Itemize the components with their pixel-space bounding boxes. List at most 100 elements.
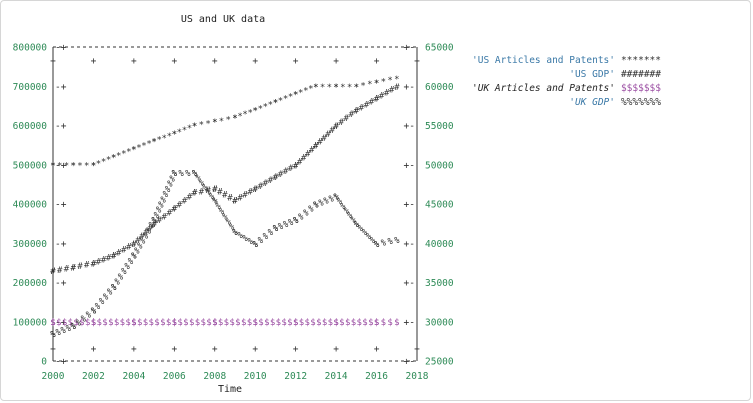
series-4-trail-glyph: % xyxy=(323,197,329,207)
left-tick-mark: -+ xyxy=(55,239,67,250)
series-1-point: * xyxy=(333,83,338,93)
series-4-trail-glyph: % xyxy=(124,262,130,272)
series-2-point: # xyxy=(253,185,259,195)
legend-label-3: 'UK Articles and Patents' xyxy=(472,83,615,94)
series-2-trail-glyph: # xyxy=(77,262,83,272)
series-4-trail-glyph: % xyxy=(212,197,218,207)
series-4-trail-glyph: % xyxy=(91,306,97,316)
series-2-trail-glyph: # xyxy=(50,267,56,277)
series-2-point: # xyxy=(50,267,56,277)
series-3-trail-glyph: $ xyxy=(235,318,240,328)
series-1-trail-glyph: * xyxy=(50,161,55,171)
series-4-trail-glyph: % xyxy=(163,190,169,200)
series-2-trail-glyph: # xyxy=(172,204,178,214)
series-3-trail-glyph: $ xyxy=(241,318,246,328)
series-4-trail-glyph: % xyxy=(358,224,364,234)
series-2-trail-glyph: # xyxy=(227,194,233,204)
series-3-point: $ xyxy=(91,318,96,328)
x-axis-label: Time xyxy=(218,384,242,395)
x-axis-ticks: 2000 + +2002 + +2004 + +2006 + +2008 + +2010 + +2012… xyxy=(42,56,429,382)
series-3-trail-glyph: $ xyxy=(195,318,200,328)
left-axis-ticks: 0 -+ 100000 -+ 200000 -+ 300000 -+ 400000 -+ 50000… xyxy=(13,43,67,368)
series-4-trail-glyph: % xyxy=(258,236,264,246)
series-1-trail-glyph: * xyxy=(293,91,298,101)
series-2-point: # xyxy=(192,189,198,199)
series-4-trail-glyph: % xyxy=(303,208,309,218)
series-2-trail-glyph: # xyxy=(57,266,63,276)
series-4-trail-glyph: % xyxy=(253,240,259,250)
series-2-trail-glyph: # xyxy=(205,186,211,196)
series-3-trail-glyph: $ xyxy=(143,318,148,328)
right-tick-label: 30000 xyxy=(425,317,454,328)
series-1-trail-glyph: * xyxy=(77,161,82,171)
left-tick-label: 200000 xyxy=(13,278,48,289)
series-4-trail-glyph: % xyxy=(362,228,368,238)
series-2-trail-glyph: # xyxy=(263,179,269,189)
series-3-trail-glyph: $ xyxy=(293,318,298,328)
chart-title: US and UK data xyxy=(181,14,265,25)
right-tick-label: 40000 xyxy=(425,239,454,250)
legend-marker-3: $$$$$$$ xyxy=(621,83,661,94)
series-2-trail-glyph: # xyxy=(91,259,97,269)
series-1-trail-glyph: * xyxy=(347,83,352,93)
series-4-trail-glyph: % xyxy=(151,216,157,226)
left-tick-label: 300000 xyxy=(13,239,48,250)
series-3-trail-glyph: $ xyxy=(258,318,263,328)
series-4-trail-glyph: % xyxy=(313,201,319,211)
series-4-trail-glyph: % xyxy=(308,204,314,214)
series-1-trail-glyph: * xyxy=(313,83,318,93)
series-2-trail-glyph: # xyxy=(156,216,162,226)
series-3-trail-glyph: $ xyxy=(166,318,171,328)
series-1-trail-glyph: * xyxy=(226,115,231,125)
series-2-trail-glyph: # xyxy=(325,130,331,140)
series-4-trail-glyph: % xyxy=(232,228,238,238)
x-tick-mark-bottom: + xyxy=(131,344,137,355)
series-4-trail-glyph: % xyxy=(229,223,235,233)
series-3-trail-glyph: $ xyxy=(50,318,55,328)
right-tick-mark: +- xyxy=(404,317,415,328)
series-3-trail-glyph: $ xyxy=(316,318,321,328)
series-2-point: # xyxy=(273,173,279,183)
series-3-trail-glyph: $ xyxy=(102,318,107,328)
x-tick-mark-top: + xyxy=(333,56,339,67)
series-3-trail-glyph: $ xyxy=(114,318,119,328)
series-4-trail-glyph: % xyxy=(103,292,109,302)
series-1-point: * xyxy=(192,122,197,132)
right-tick-label: 50000 xyxy=(425,160,454,171)
series-3-trail-glyph: $ xyxy=(177,318,182,328)
series-1-trail-glyph: * xyxy=(298,89,303,99)
series-4-trail-glyph: % xyxy=(209,192,215,202)
series-3-trail-glyph: $ xyxy=(160,318,165,328)
series-2-trail-glyph: # xyxy=(222,191,228,201)
series-4-trail-glyph: % xyxy=(55,328,61,338)
series-2-trail-glyph: # xyxy=(313,142,319,152)
series-2-trail-glyph: # xyxy=(359,103,365,113)
right-tick-mark: +- xyxy=(404,239,415,250)
right-tick-mark: +- xyxy=(404,278,415,289)
x-tick-mark-bottom: + xyxy=(414,344,420,355)
legend-marker-2: ####### xyxy=(621,69,661,80)
series-2-trail-glyph: # xyxy=(384,89,390,99)
series-4-trail-glyph: % xyxy=(167,180,173,190)
right-tick-mark: +- xyxy=(404,43,415,54)
series-4-trail-glyph: % xyxy=(185,169,191,179)
series-3-point: $ xyxy=(131,318,136,328)
series-4-trail-glyph: % xyxy=(160,195,166,205)
series-1-trail-glyph: * xyxy=(111,153,116,163)
left-tick-mark: -+ xyxy=(55,160,67,171)
series-4-trail-glyph: % xyxy=(387,237,393,247)
series-2-point: # xyxy=(131,240,137,250)
x-tick-mark-bottom: + xyxy=(50,344,56,355)
series-1-point: * xyxy=(394,75,399,85)
series-4-trail-glyph: % xyxy=(76,318,82,328)
series-2-point: # xyxy=(374,95,380,105)
legend-marker-4: %%%%%%% xyxy=(621,97,661,108)
series-2-trail-glyph: # xyxy=(64,265,70,275)
series-4-trail-glyph: % xyxy=(71,322,77,332)
series-3-trail-glyph: $ xyxy=(351,318,356,328)
series-3-trail-glyph: $ xyxy=(368,318,373,328)
series-4-trail-glyph: % xyxy=(146,226,152,236)
right-tick-label: 55000 xyxy=(425,121,454,132)
series-4-trail-glyph: % xyxy=(156,206,162,216)
